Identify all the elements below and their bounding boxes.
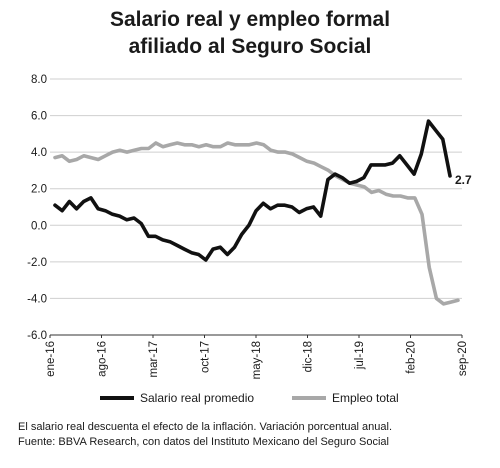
legend-swatch-salario (100, 396, 134, 400)
y-tick-label: 0.0 (31, 220, 47, 232)
chart-title: Salario real y empleo formal afiliado al… (0, 6, 500, 60)
chart-legend: Salario real promedio Empleo total (0, 391, 500, 407)
y-tick-label: 8.0 (31, 74, 47, 86)
series-line-salario (53, 119, 452, 262)
x-tick-label: ene-16 (45, 341, 57, 377)
x-tick-label: feb-20 (406, 341, 418, 374)
chart-notes: El salario real descuenta el efecto de l… (18, 420, 392, 450)
y-tick-label: -2.0 (27, 257, 47, 269)
x-tick-label: mar-17 (148, 341, 160, 377)
legend-swatch-empleo (292, 396, 326, 400)
legend-label-salario: Salario real promedio (140, 391, 255, 405)
series-line-empleo (53, 141, 460, 306)
y-tick-label: 6.0 (31, 111, 47, 123)
x-tick-label: jul-19 (354, 341, 366, 370)
x-tick-label: ago-16 (97, 341, 109, 377)
note-source: Fuente: BBVA Research, con datos del Ins… (18, 436, 389, 448)
series-end-label: 2.7 (455, 173, 472, 187)
x-tick-label: sep-20 (457, 341, 469, 376)
note-inflation: El salario real descuenta el efecto de l… (18, 421, 393, 433)
y-tick-label: 4.0 (31, 147, 47, 159)
legend-item-salario: Salario real promedio (100, 391, 254, 405)
x-tick-label: dic-18 (303, 341, 315, 372)
x-tick-label: may-18 (251, 341, 263, 379)
chart-title-line-1: Salario real y empleo formal (109, 8, 391, 31)
y-tick-label: -4.0 (27, 293, 47, 305)
x-tick-label: oct-17 (200, 341, 212, 373)
chart-title-line-2: afiliado al Seguro Social (128, 35, 372, 58)
y-tick-label: -6.0 (27, 330, 47, 342)
legend-item-empleo: Empleo total (292, 391, 399, 405)
y-tick-label: 2.0 (31, 184, 47, 196)
legend-label-empleo: Empleo total (332, 391, 399, 405)
